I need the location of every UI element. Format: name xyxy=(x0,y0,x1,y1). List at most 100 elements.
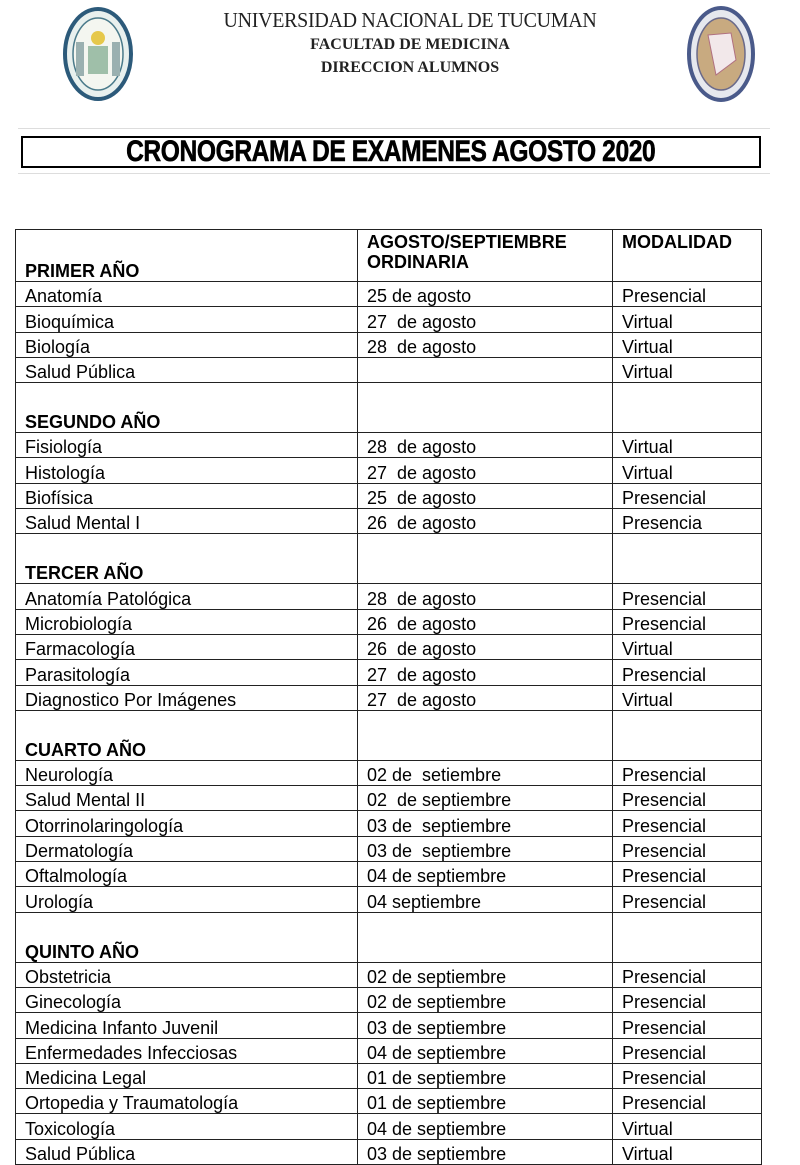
date-cell: 26 de agosto xyxy=(357,633,613,661)
subject-cell: Dermatología xyxy=(15,835,358,863)
modality-cell: Presencial xyxy=(612,1037,762,1064)
table-row: Microbiología 26 de agosto Presencial xyxy=(15,608,762,635)
date-cell: 04 de septiembre xyxy=(357,1037,613,1064)
table-row: Neurología 02 de setiembre Presencial xyxy=(15,759,762,787)
subject-cell: Salud Mental II xyxy=(15,785,358,812)
subject-cell: Neurología xyxy=(15,759,358,787)
modality-cell: Presencial xyxy=(612,659,762,686)
modality-cell: Virtual xyxy=(612,457,762,484)
section-header: TERCER AÑO xyxy=(15,533,358,585)
date-cell: 04 de septiembre xyxy=(357,1113,613,1140)
subject-cell: Parasitología xyxy=(15,659,358,686)
modality-cell: Virtual xyxy=(612,1113,762,1140)
date-cell: 02 de septiembre xyxy=(357,785,613,812)
modality-cell: Virtual xyxy=(612,331,762,358)
date-cell: 02 de septiembre xyxy=(357,961,613,988)
faculty-seal-logo xyxy=(687,6,755,102)
column-header-date-line2: ORDINARIA xyxy=(367,252,469,272)
document-title: CRONOGRAMA DE EXAMENES AGOSTO 2020 xyxy=(126,135,656,168)
modality-cell: Presencial xyxy=(612,482,762,510)
table-row: Bioquímica 27 de agosto Virtual xyxy=(15,306,762,333)
modality-cell: Presencial xyxy=(612,986,762,1014)
modality-cell: Virtual xyxy=(612,1138,762,1165)
column-header-date: AGOSTO/SEPTIEMBRE ORDINARIA xyxy=(357,229,613,282)
subject-cell: Biofísica xyxy=(15,482,358,510)
empty-cell xyxy=(612,533,762,585)
document-title-box: CRONOGRAMA DE EXAMENES AGOSTO 2020 xyxy=(21,136,761,168)
table-row: Biofísica 25 de agosto Presencial xyxy=(15,482,762,510)
table-row: Farmacología 26 de agosto Virtual xyxy=(15,633,762,661)
empty-cell xyxy=(357,533,613,585)
section-header-row: SEGUNDO AÑO xyxy=(15,382,762,434)
date-cell xyxy=(357,356,613,384)
subject-cell: Urología xyxy=(15,886,358,913)
empty-cell xyxy=(357,911,613,963)
modality-cell: Presencial xyxy=(612,608,762,635)
table-row: Salud Mental II 02 de septiembre Presencia… xyxy=(15,785,762,812)
subject-cell: Salud Pública xyxy=(15,356,358,384)
subject-cell: Histología xyxy=(15,457,358,484)
modality-cell: Presencial xyxy=(612,759,762,787)
modality-cell: Presencial xyxy=(612,1012,762,1039)
subject-cell: Otorrinolaringología xyxy=(15,810,358,837)
modality-cell: Presencial xyxy=(612,835,762,863)
section-header: SEGUNDO AÑO xyxy=(15,382,358,434)
subject-cell: Medicina Infanto Juvenil xyxy=(15,1012,358,1039)
section-header-row: QUINTO AÑO xyxy=(15,911,762,963)
table-row: Oftalmología 04 de septiembre Presencial xyxy=(15,861,762,888)
modality-cell: Virtual xyxy=(612,306,762,333)
modality-cell: Presencial xyxy=(612,280,762,308)
date-cell: 03 de septiembre xyxy=(357,1138,613,1165)
subject-cell: Diagnostico Por Imágenes xyxy=(15,684,358,711)
date-cell: 28 de agosto xyxy=(357,583,613,610)
date-cell: 02 de setiembre xyxy=(357,759,613,787)
modality-cell: Presencial xyxy=(612,1062,762,1090)
exam-schedule-table: PRIMER AÑO AGOSTO/SEPTIEMBRE ORDINARIA MO… xyxy=(15,229,762,1165)
date-cell: 04 de septiembre xyxy=(357,861,613,888)
divider xyxy=(18,128,770,129)
modality-cell: Presencial xyxy=(612,583,762,610)
subject-cell: Salud Pública xyxy=(15,1138,358,1165)
date-cell: 27 de agosto xyxy=(357,306,613,333)
table-row: Dermatología 03 de septiembre Presencial xyxy=(15,835,762,863)
date-cell: 03 de septiembre xyxy=(357,810,613,837)
subject-cell: Microbiología xyxy=(15,608,358,635)
subject-cell: Bioquímica xyxy=(15,306,358,333)
table-row: Medicina Infanto Juvenil 03 de septiembre… xyxy=(15,1012,762,1039)
date-cell: 28 de agosto xyxy=(357,331,613,358)
date-cell: 04 septiembre xyxy=(357,886,613,913)
subject-cell: Ortopedia y Traumatología xyxy=(15,1088,358,1115)
subject-cell: Salud Mental I xyxy=(15,508,358,535)
date-cell: 27 de agosto xyxy=(357,684,613,711)
table-row: Salud Pública Virtual xyxy=(15,356,762,384)
subject-cell: Toxicología xyxy=(15,1113,358,1140)
date-cell: 01 de septiembre xyxy=(357,1088,613,1115)
modality-cell: Virtual xyxy=(612,633,762,661)
date-cell: 25 de agosto xyxy=(357,280,613,308)
table-row: Fisiología 28 de agosto Virtual xyxy=(15,432,762,459)
section-header-row: CUARTO AÑO xyxy=(15,709,762,761)
empty-cell xyxy=(612,709,762,761)
date-cell: 26 de agosto xyxy=(357,508,613,535)
section-header: QUINTO AÑO xyxy=(15,911,358,963)
subject-cell: Anatomía Patológica xyxy=(15,583,358,610)
modality-cell: Virtual xyxy=(612,684,762,711)
table-row: Salud Mental I 26 de agosto Presencia xyxy=(15,508,762,535)
modality-cell: Presencial xyxy=(612,861,762,888)
modality-cell: Virtual xyxy=(612,432,762,459)
date-cell: 26 de agosto xyxy=(357,608,613,635)
table-row: Medicina Legal 01 de septiembre Presencial xyxy=(15,1062,762,1090)
subject-cell: Medicina Legal xyxy=(15,1062,358,1090)
university-seal-logo xyxy=(63,7,133,101)
modality-cell: Presencial xyxy=(612,810,762,837)
table-row: Biología 28 de agosto Virtual xyxy=(15,331,762,358)
table-row: Toxicología 04 de septiembre Virtual xyxy=(15,1113,762,1140)
date-cell: 03 de septiembre xyxy=(357,1012,613,1039)
faculty-name: FACULTAD DE MEDICINA xyxy=(310,36,510,53)
table-row: Urología 04 septiembre Presencial xyxy=(15,886,762,913)
subject-cell: Oftalmología xyxy=(15,861,358,888)
empty-cell xyxy=(357,709,613,761)
date-cell: 02 de septiembre xyxy=(357,986,613,1014)
table-row: Otorrinolaringología 03 de septiembre Pres… xyxy=(15,810,762,837)
modality-cell: Presencial xyxy=(612,961,762,988)
